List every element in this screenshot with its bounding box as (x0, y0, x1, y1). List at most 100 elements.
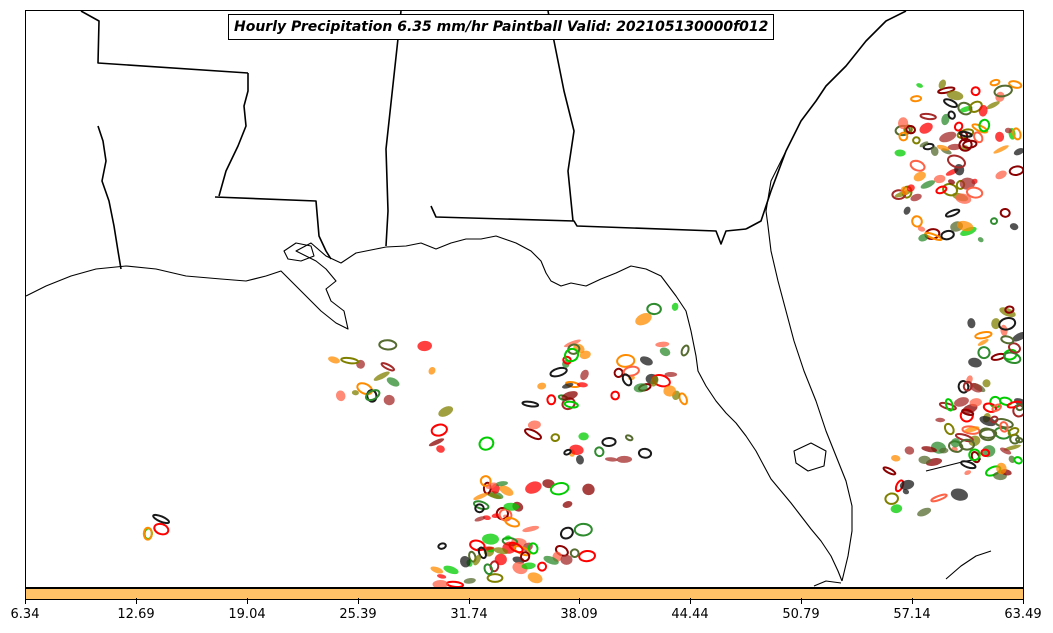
precip-blob (1008, 455, 1016, 463)
precip-blob (373, 371, 390, 381)
precip-blob (935, 417, 946, 423)
precip-blob (947, 110, 956, 120)
precip-blob (610, 390, 621, 401)
precip-blob (527, 420, 541, 430)
precip-blob (1003, 444, 1021, 451)
precip-blob (993, 84, 1013, 98)
precip-blob (919, 141, 929, 148)
precip-blob (499, 485, 514, 496)
precip-blob (563, 347, 580, 363)
precip-blob (437, 542, 447, 550)
precip-blob (594, 446, 605, 458)
precip-blob (922, 142, 935, 151)
border-arkansas-louisiana (80, 11, 249, 74)
precip-blob (1000, 447, 1012, 455)
precip-blob (899, 479, 915, 490)
precip-blob (980, 448, 991, 458)
precip-blob (560, 554, 573, 565)
precip-blob (964, 470, 972, 476)
precip-blob (335, 390, 346, 402)
precip-blob (958, 130, 973, 138)
precip-blob (898, 131, 909, 142)
precip-blob (659, 347, 671, 357)
precip-blob (1008, 342, 1021, 354)
precip-blob (930, 146, 939, 156)
precip-blob (979, 428, 998, 439)
precip-blob (998, 316, 1017, 331)
precip-blob (473, 554, 482, 566)
precip-blob (550, 433, 561, 443)
precip-blob (924, 231, 943, 241)
precip-blob (953, 121, 964, 132)
state-borders (80, 11, 907, 270)
precip-blob (959, 177, 976, 190)
border-alabama-georgia (547, 11, 575, 222)
precip-blob (971, 123, 989, 134)
precip-blob (616, 455, 633, 463)
precip-blob (430, 423, 448, 437)
precip-blob (969, 398, 982, 407)
colorbar-tick-label: 38.09 (560, 607, 598, 622)
colorbar-tick (912, 598, 913, 604)
map-title: Hourly Precipitation 6.35 mm/hr Paintbal… (228, 14, 775, 40)
precip-blob (890, 504, 903, 514)
precip-blob (474, 516, 486, 522)
precip-blob (919, 122, 933, 134)
precip-blob (633, 383, 648, 393)
precip-blob (504, 516, 521, 528)
precip-blob (995, 131, 1005, 142)
florida-keys (813, 580, 842, 587)
precip-blob (918, 233, 929, 242)
precip-blob (977, 338, 989, 346)
precip-blob (491, 513, 501, 519)
precip-blob (473, 492, 489, 501)
precip-blob (482, 515, 491, 521)
precip-blob (1012, 127, 1022, 141)
precip-contours (142, 78, 1023, 587)
precip-blob (494, 553, 507, 566)
precip-blob (977, 346, 991, 360)
precip-blob (680, 344, 690, 357)
precip-blob (579, 350, 591, 360)
precip-blob (486, 573, 504, 583)
precip-blob (578, 549, 596, 563)
precip-blob (978, 105, 988, 117)
precip-blob (351, 390, 359, 396)
precip-blob (916, 83, 923, 88)
precip-blob (999, 207, 1011, 218)
precip-blob (909, 159, 926, 172)
precip-blob (386, 377, 400, 387)
precip-blob (472, 500, 490, 511)
precip-blob (990, 415, 999, 424)
precip-blob (968, 100, 983, 113)
colorbar-tick-label: 50.79 (782, 607, 820, 622)
precip-blob (546, 394, 557, 406)
precip-blob (1004, 305, 1015, 314)
precip-blob (521, 400, 540, 408)
precip-blob (958, 138, 973, 152)
precip-blob (902, 489, 910, 495)
precip-blob (930, 493, 948, 503)
precip-blob (935, 185, 948, 195)
precip-blob (905, 124, 916, 135)
precip-blob (519, 551, 531, 562)
precip-blob (973, 131, 984, 144)
precip-blob (142, 526, 153, 541)
colorbar-tick (801, 598, 802, 604)
colorbar-tick (469, 598, 470, 604)
precip-blob (483, 563, 494, 576)
colorbar-tick-label: 63.49 (1004, 607, 1042, 622)
colorbar-tick-label: 57.14 (893, 607, 931, 622)
precip-blob (946, 90, 964, 101)
precip-blob (445, 580, 465, 587)
precip-blob (671, 302, 679, 311)
coastlines (26, 150, 992, 587)
precip-blob (1015, 436, 1023, 444)
precip-blob (991, 403, 1002, 413)
precip-blob (430, 566, 444, 574)
precip-blob (1007, 427, 1020, 437)
precip-blob (635, 313, 652, 326)
precip-blob (904, 446, 915, 455)
precip-blob (884, 492, 899, 505)
precip-blob (982, 402, 998, 413)
